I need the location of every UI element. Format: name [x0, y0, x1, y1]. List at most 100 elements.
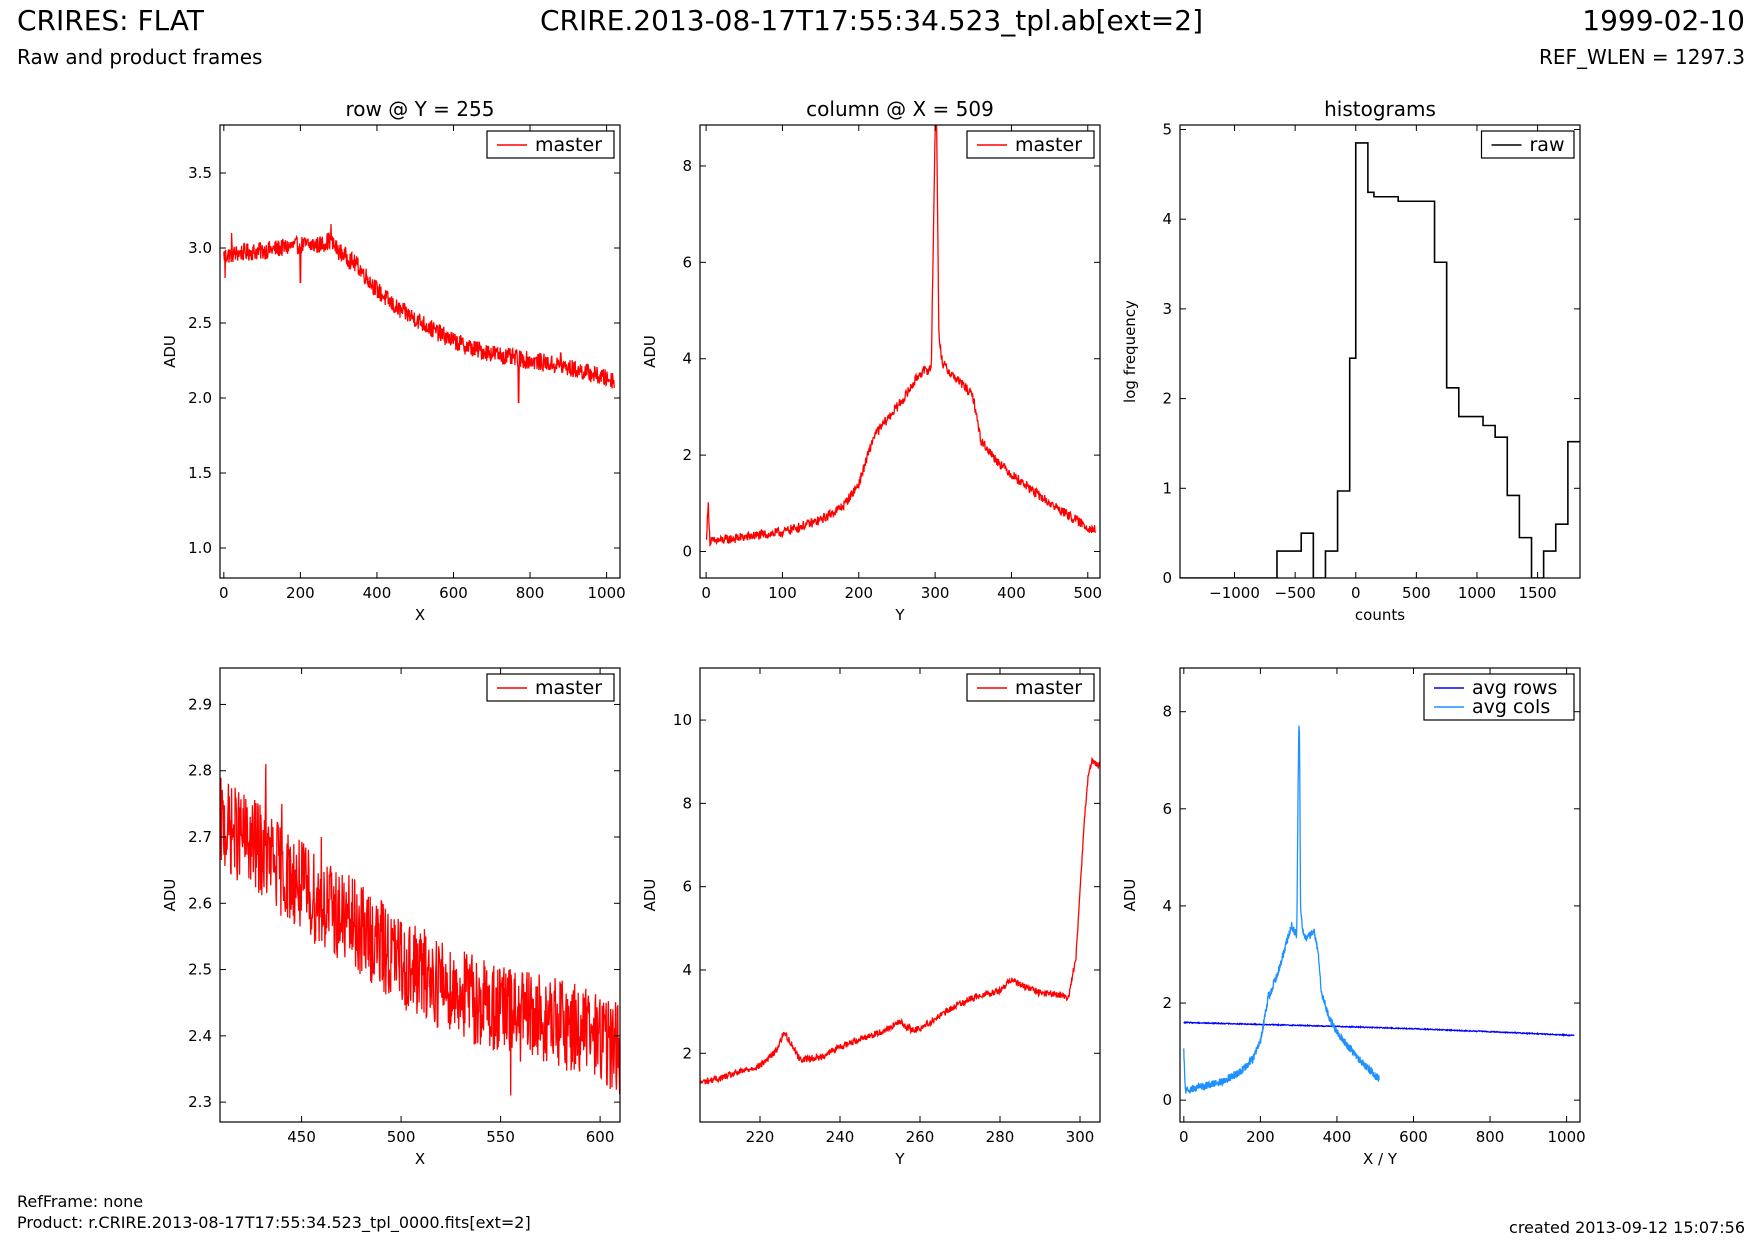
x-tick-label: 0 — [1351, 584, 1361, 602]
y-axis-label: ADU — [641, 879, 659, 912]
y-tick-label: 0 — [1162, 569, 1172, 587]
plot-frame — [219, 667, 621, 1123]
x-tick-label: 240 — [826, 1128, 855, 1146]
plot-frame — [699, 124, 1101, 579]
y-tick-label: 5 — [1162, 120, 1172, 138]
x-tick-label: 800 — [1476, 1128, 1505, 1146]
x-tick-label: −1000 — [1209, 584, 1260, 602]
x-tick-label: 600 — [586, 1128, 615, 1146]
y-tick-label: 4 — [1162, 210, 1172, 228]
y-tick-label: 0 — [682, 542, 692, 560]
y-axis-label: ADU — [161, 335, 179, 368]
x-tick-label: 600 — [439, 584, 468, 602]
series-line-master — [220, 764, 620, 1096]
y-tick-label: 1.5 — [188, 464, 212, 482]
y-tick-label: 8 — [1162, 703, 1172, 721]
chart-title: row @ Y = 255 — [346, 97, 495, 121]
y-tick-label: 3.5 — [188, 164, 212, 182]
plot-frame — [1179, 667, 1581, 1123]
x-tick-label: 450 — [287, 1128, 316, 1146]
y-tick-label: 6 — [1162, 800, 1172, 818]
series-line-master — [700, 756, 1100, 1085]
x-axis-label: X — [415, 1150, 425, 1168]
x-tick-label: 1500 — [1518, 584, 1556, 602]
legend-label: raw — [1530, 134, 1565, 156]
x-tick-label: 200 — [844, 584, 873, 602]
y-tick-label: 2.5 — [188, 961, 212, 979]
y-tick-label: 2.3 — [188, 1093, 212, 1111]
y-tick-label: 4 — [1162, 897, 1172, 915]
x-axis-label: counts — [1355, 606, 1405, 624]
legend: master — [486, 673, 615, 702]
y-tick-label: 6 — [682, 253, 692, 271]
chart-panel-6: 0 200 400 600 800 1000 0 2 4 6 8 X / Y ADU avg rowsav… — [1121, 667, 1586, 1168]
plot-frame — [1179, 124, 1581, 579]
x-tick-label: 220 — [746, 1128, 775, 1146]
x-tick-label: 550 — [486, 1128, 515, 1146]
x-tick-label: 280 — [986, 1128, 1015, 1146]
legend: raw — [1480, 130, 1575, 159]
legend-label: master — [1015, 134, 1082, 156]
x-axis-label: X / Y — [1363, 1150, 1398, 1168]
x-axis-label: X — [415, 606, 425, 624]
x-tick-label: 500 — [387, 1128, 416, 1146]
y-tick-label: 4 — [682, 961, 692, 979]
y-tick-label: 2.6 — [188, 894, 212, 912]
y-tick-label: 8 — [682, 157, 692, 175]
y-tick-label: 1 — [1162, 479, 1172, 497]
legend-label: master — [1015, 677, 1082, 699]
y-tick-label: 2 — [1162, 390, 1172, 408]
x-tick-label: 300 — [1066, 1128, 1095, 1146]
report-title: CRIRES: FLAT — [17, 4, 204, 37]
file-name: CRIRE.2013-08-17T17:55:34.523_tpl.ab[ext… — [540, 4, 1204, 37]
y-axis-label: log frequency — [1121, 300, 1139, 403]
y-tick-label: 2.4 — [188, 1027, 212, 1045]
ref-wavelength: REF_WLEN = 1297.3 — [1538, 45, 1745, 69]
x-tick-label: 400 — [363, 584, 392, 602]
legend-label: avg rows — [1472, 677, 1557, 699]
y-axis-label: ADU — [161, 879, 179, 912]
legend-box — [1423, 673, 1575, 721]
x-tick-label: 200 — [1246, 1128, 1275, 1146]
y-tick-label: 10 — [673, 711, 692, 729]
x-tick-label: −500 — [1275, 584, 1316, 602]
y-tick-label: 2 — [1162, 994, 1172, 1012]
y-tick-label: 6 — [682, 878, 692, 896]
chart-title: column @ X = 509 — [806, 97, 994, 121]
y-tick-label: 3 — [1162, 300, 1172, 318]
plot-frame — [699, 667, 1101, 1123]
legend: master — [966, 673, 1095, 702]
y-tick-label: 2 — [682, 1044, 692, 1062]
x-tick-label: 0 — [219, 584, 229, 602]
x-tick-label: 800 — [516, 584, 545, 602]
chart-panel-4: 450 500 550 600 2.3 2.4 2.5 2.6 2.7 2.8 2.9 X ADU mas… — [161, 667, 621, 1168]
x-tick-label: 400 — [997, 584, 1026, 602]
series-line-master — [705, 125, 1097, 547]
y-axis-label: ADU — [1121, 879, 1139, 912]
x-tick-label: 300 — [921, 584, 950, 602]
y-tick-label: 8 — [682, 794, 692, 812]
x-tick-label: 1000 — [1458, 584, 1496, 602]
x-axis-label: Y — [894, 1150, 905, 1168]
x-tick-label: 100 — [768, 584, 797, 602]
chart-panel-2: 0 100 200 300 400 500 0 2 4 6 8 column @ X = 509 Y AD… — [641, 97, 1102, 624]
series-line-raw — [1180, 142, 1580, 578]
y-tick-label: 1.0 — [188, 539, 212, 557]
y-tick-label: 2 — [682, 446, 692, 464]
x-tick-label: 1000 — [588, 584, 626, 602]
observation-date: 1999-02-10 — [1582, 4, 1745, 37]
chart-panel-5: 220 240 260 280 300 2 4 6 8 10 Y ADU master — [641, 667, 1101, 1168]
legend: master — [486, 130, 615, 159]
x-tick-label: 1000 — [1548, 1128, 1586, 1146]
x-tick-label: 500 — [1402, 584, 1431, 602]
x-tick-label: 200 — [286, 584, 315, 602]
legend-label: master — [535, 677, 602, 699]
plot-frame — [219, 124, 621, 579]
x-tick-label: 600 — [1399, 1128, 1428, 1146]
product-label: Product: r.CRIRE.2013-08-17T17:55:34.523… — [17, 1213, 531, 1232]
y-tick-label: 2.7 — [188, 828, 212, 846]
y-tick-label: 2.5 — [188, 314, 212, 332]
x-tick-label: 0 — [1179, 1128, 1189, 1146]
chart-panel-3: −1000 −500 0 500 1000 1500 0 1 2 3 4 5 histograms cou… — [1121, 97, 1581, 624]
chart-title: histograms — [1324, 97, 1436, 121]
